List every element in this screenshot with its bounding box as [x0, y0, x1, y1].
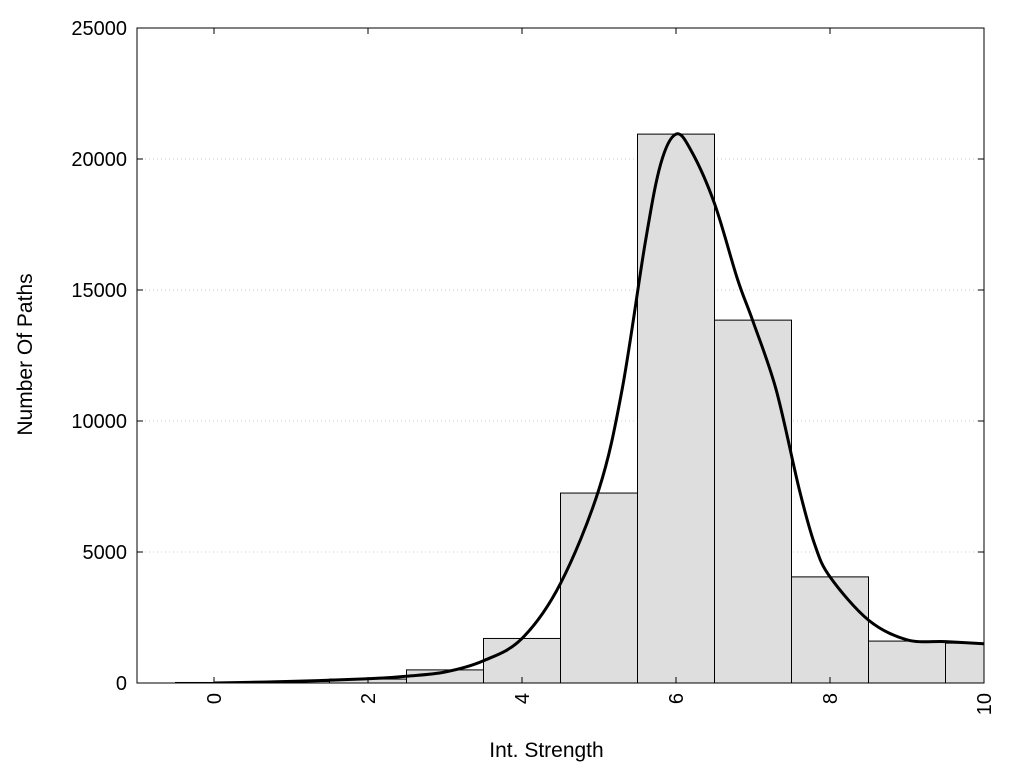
plot-frame: [136, 27, 985, 684]
axis-ticks: 0 5000 10000 15000 20000 25000 0 2 4 6 8 10: [71, 18, 996, 715]
histogram-bar: [637, 133, 715, 683]
histogram-bar: [483, 637, 561, 683]
y-tick-label: 0: [116, 673, 127, 695]
density-curve-line: [213, 132, 984, 683]
x-tick-label: 2: [358, 693, 380, 704]
x-tick-label: 8: [820, 693, 842, 704]
histogram-bars: [175, 133, 984, 683]
x-axis-label: Int. Strength: [489, 739, 603, 762]
histogram-bar: [868, 640, 946, 683]
y-tick-label: 20000: [71, 149, 127, 171]
x-tick-label: 0: [204, 693, 226, 704]
density-curve: [213, 132, 984, 683]
y-tick-label: 5000: [83, 542, 128, 564]
y-tick-label: 15000: [71, 280, 127, 302]
y-tick-label: 10000: [71, 411, 127, 433]
histogram-bar: [945, 642, 984, 683]
histogram-bar: [714, 319, 792, 683]
x-tick-label: 6: [666, 693, 688, 704]
x-tick-label: 4: [512, 693, 534, 704]
y-axis-label: Number Of Paths: [14, 273, 37, 435]
histogram-bar: [560, 492, 638, 683]
x-tick-label: 10: [974, 693, 996, 715]
y-tick-label: 25000: [71, 18, 127, 40]
histogram-bar: [791, 576, 869, 683]
